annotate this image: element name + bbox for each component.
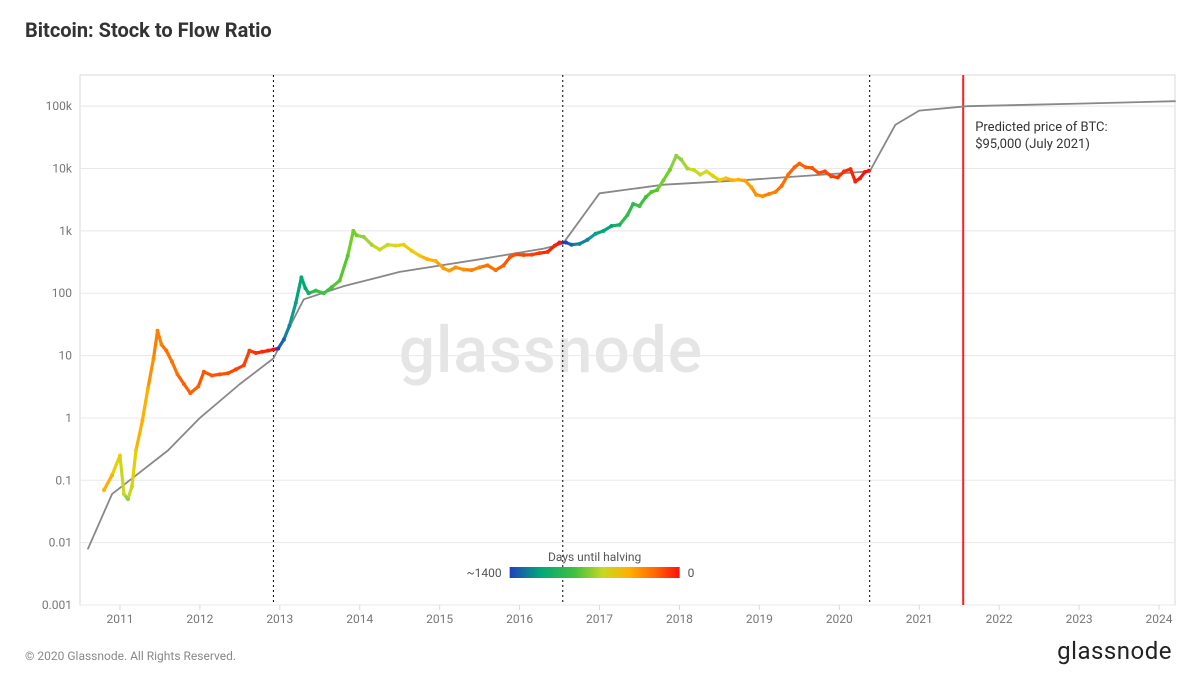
svg-text:2023: 2023 [1066, 612, 1093, 626]
svg-text:100k: 100k [46, 99, 73, 113]
svg-text:1: 1 [65, 411, 72, 425]
svg-text:2018: 2018 [666, 612, 693, 626]
svg-text:Days until halving: Days until halving [548, 550, 641, 564]
svg-text:2016: 2016 [506, 612, 533, 626]
svg-text:0.1: 0.1 [55, 473, 72, 487]
svg-text:$95,000 (July 2021): $95,000 (July 2021) [975, 137, 1090, 152]
svg-text:2024: 2024 [1146, 612, 1173, 626]
svg-text:2013: 2013 [266, 612, 293, 626]
chart-area: glassnode 0.001 0.01 0.1 1 10 100 1k 10k 100k 2011… [0, 0, 1200, 675]
svg-text:10k: 10k [52, 162, 72, 176]
svg-text:2022: 2022 [986, 612, 1013, 626]
svg-text:~1400: ~1400 [467, 566, 502, 580]
svg-text:2021: 2021 [906, 612, 933, 626]
svg-text:2020: 2020 [826, 612, 853, 626]
svg-text:0.001: 0.001 [42, 598, 72, 612]
svg-text:2012: 2012 [186, 612, 213, 626]
svg-text:2014: 2014 [346, 612, 373, 626]
svg-text:2019: 2019 [746, 612, 773, 626]
brand-logo: glassnode [1057, 637, 1172, 665]
svg-text:2011: 2011 [106, 612, 133, 626]
svg-text:2017: 2017 [586, 612, 613, 626]
svg-text:0.01: 0.01 [49, 536, 72, 550]
svg-text:10: 10 [59, 349, 73, 363]
svg-text:glassnode: glassnode [399, 313, 703, 388]
svg-text:1k: 1k [59, 224, 73, 238]
svg-text:100: 100 [52, 286, 72, 300]
svg-text:0: 0 [688, 566, 695, 580]
copyright-text: © 2020 Glassnode. All Rights Reserved. [25, 649, 236, 663]
svg-text:Predicted price of BTC:: Predicted price of BTC: [975, 120, 1107, 135]
svg-text:2015: 2015 [426, 612, 453, 626]
